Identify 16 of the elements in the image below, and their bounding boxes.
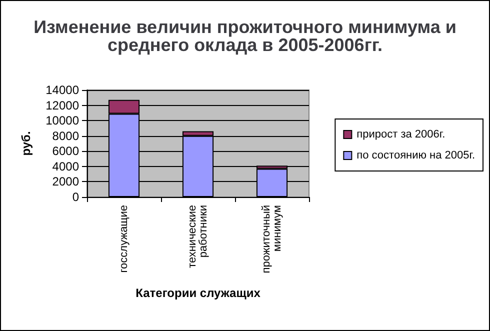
- x-tick-label: технические работники: [186, 205, 210, 268]
- y-tick-label: 4000: [52, 159, 80, 174]
- x-tick-label: госслужащие: [118, 205, 130, 273]
- x-axis-title: Категории служащих: [136, 286, 261, 300]
- y-tick-label: 14000: [46, 83, 80, 97]
- y-axis-title: руб.: [19, 131, 33, 156]
- y-tick-label: 10000: [46, 114, 80, 128]
- y-tick-label: 8000: [52, 128, 80, 143]
- y-tick-label: 12000: [46, 98, 80, 112]
- y-tick-label: 6000: [52, 144, 80, 158]
- legend-label: по состоянию на 2005г.: [356, 150, 476, 162]
- chart-title: Изменение величин прожиточного минимума и среднего оклада в 2005-2006гг.: [34, 17, 456, 55]
- x-tick-label: прожиточный минимум: [260, 205, 284, 274]
- legend-label: прирост за 2006г.: [356, 128, 446, 140]
- y-tick-label: 2000: [52, 174, 80, 189]
- y-tick-label: 0: [72, 190, 80, 204]
